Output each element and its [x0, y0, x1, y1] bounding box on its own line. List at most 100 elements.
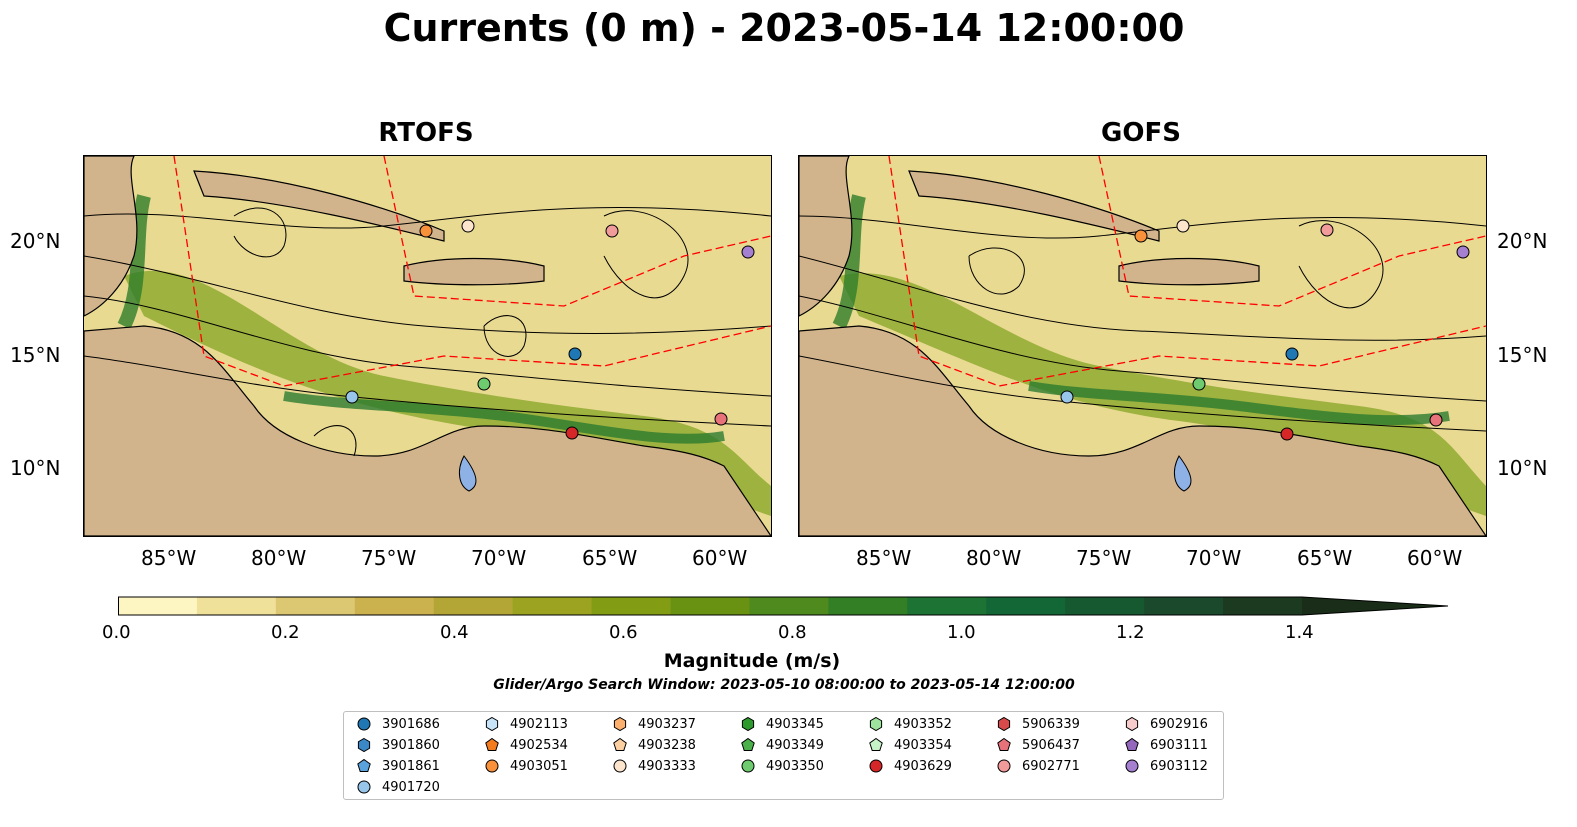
colorbar-tick-0: 0.0: [102, 622, 131, 643]
legend-marker-pentagon-icon: [997, 737, 1011, 751]
colorbar-segment: [828, 597, 908, 615]
legend-marker-pentagon-icon: [1125, 737, 1139, 751]
legend-item: 4903349: [740, 736, 824, 754]
legend-item: 4903051: [484, 757, 568, 775]
legend-item: 5906339: [996, 715, 1080, 733]
colorbar-tick-3: 0.6: [609, 622, 638, 643]
lat-label-20n-right: 20°N: [1497, 229, 1548, 253]
colorbar-extend-arrow: [1302, 597, 1448, 615]
search-window-subtitle: Glider/Argo Search Window: 2023-05-10 08…: [493, 677, 1075, 693]
lon-label-75w-right: 75°W: [1076, 546, 1132, 570]
colorbar-tick-6: 1.2: [1116, 622, 1145, 643]
legend-label: 4903238: [638, 737, 696, 753]
legend-item: 5906437: [996, 736, 1080, 754]
legend-label: 5906437: [1022, 737, 1080, 753]
legend-label: 4903354: [894, 737, 952, 753]
legend-item: 4903354: [868, 736, 952, 754]
legend-item: 6902916: [1124, 715, 1208, 733]
legend-label: 6903112: [1150, 758, 1208, 774]
map-panel-rtofs: [83, 155, 772, 537]
colorbar-segment: [1223, 597, 1303, 615]
legend-label: 4902113: [510, 716, 568, 732]
legend-item: 4903345: [740, 715, 824, 733]
lon-label-60w-left: 60°W: [692, 546, 748, 570]
legend-marker-pentagon-icon: [613, 737, 627, 751]
legend-label: 4903629: [894, 758, 952, 774]
legend-marker-circle-icon: [869, 759, 883, 773]
lon-label-75w-left: 75°W: [361, 546, 417, 570]
lon-label-85w-right: 85°W: [856, 546, 912, 570]
legend-marker-hexagon-icon: [613, 716, 627, 732]
legend-item: 4903333: [612, 757, 696, 775]
colorbar-segment: [591, 597, 672, 615]
legend-marker-pentagon-icon: [485, 737, 499, 751]
panel-title-rtofs: RTOFS: [378, 118, 474, 148]
legend-item: 3901861: [356, 757, 440, 775]
colorbar-segment: [196, 597, 277, 615]
lon-label-60w-right: 60°W: [1407, 546, 1463, 570]
legend-label: 4903333: [638, 758, 696, 774]
lon-label-80w-right: 80°W: [966, 546, 1022, 570]
legend-item: 4903352: [868, 715, 952, 733]
legend-marker-hexagon-icon: [485, 716, 499, 732]
colorbar-segment: [512, 597, 593, 615]
colorbar-segment: [749, 597, 829, 615]
colorbar-segment: [986, 597, 1066, 615]
lat-label-10n-left: 10°N: [10, 456, 61, 480]
legend-label: 4903352: [894, 716, 952, 732]
legend-label: 4903349: [766, 737, 824, 753]
colorbar-segment: [433, 597, 514, 615]
legend-label: 6902771: [1022, 758, 1080, 774]
lon-label-70w-right: 70°W: [1186, 546, 1242, 570]
legend-label: 6902916: [1150, 716, 1208, 732]
colorbar-tick-1: 0.2: [271, 622, 300, 643]
float-legend: 3901686 3901860 3901861 4901720 4902113 49025…: [343, 711, 1224, 800]
lon-label-85w-left: 85°W: [141, 546, 197, 570]
lon-label-65w-left: 65°W: [582, 546, 638, 570]
legend-marker-circle-icon: [613, 759, 627, 773]
legend-label: 4903237: [638, 716, 696, 732]
legend-label: 4903350: [766, 758, 824, 774]
colorbar-tick-7: 1.4: [1285, 622, 1314, 643]
map-panel-gofs: [798, 155, 1487, 537]
legend-item: 4902534: [484, 736, 568, 754]
colorbar-tick-5: 1.0: [947, 622, 976, 643]
colorbar-tick-4: 0.8: [778, 622, 807, 643]
legend-item: 4903350: [740, 757, 824, 775]
colorbar-segment: [1065, 597, 1145, 615]
legend-item: 6903112: [1124, 757, 1208, 775]
legend-marker-hexagon-icon: [1125, 716, 1139, 732]
legend-label: 6903111: [1150, 737, 1208, 753]
panel-title-gofs: GOFS: [1101, 118, 1181, 148]
lon-label-80w-left: 80°W: [251, 546, 307, 570]
colorbar-tick-2: 0.4: [440, 622, 469, 643]
legend-item: 4903629: [868, 757, 952, 775]
legend-item: 6903111: [1124, 736, 1208, 754]
legend-marker-hexagon-icon: [869, 716, 883, 732]
lon-label-65w-right: 65°W: [1297, 546, 1353, 570]
colorbar-segment: [275, 597, 356, 615]
legend-marker-pentagon-icon: [357, 758, 371, 772]
legend-item: 4901720: [356, 778, 440, 796]
legend-item: 4903237: [612, 715, 696, 733]
lon-label-70w-left: 70°W: [471, 546, 527, 570]
legend-item: 4903238: [612, 736, 696, 754]
figure-title: Currents (0 m) - 2023-05-14 12:00:00: [383, 6, 1185, 50]
legend-item: 3901686: [356, 715, 440, 733]
colorbar-title: Magnitude (m/s): [663, 650, 841, 672]
colorbar-segment: [354, 597, 435, 615]
current-field-gofs: [799, 156, 1486, 536]
legend-marker-hexagon-icon: [741, 716, 755, 732]
lat-label-20n-left: 20°N: [10, 229, 61, 253]
legend-marker-hexagon-icon: [357, 737, 371, 753]
colorbar-segment: [670, 597, 750, 615]
current-field-rtofs: [84, 156, 771, 536]
legend-marker-circle-icon: [997, 759, 1011, 773]
legend-marker-circle-icon: [1125, 759, 1139, 773]
legend-item: 3901860: [356, 736, 440, 754]
legend-marker-hexagon-icon: [997, 716, 1011, 732]
legend-marker-circle-icon: [357, 717, 371, 731]
colorbar: [118, 596, 1449, 616]
colorbar-segment: [1144, 597, 1224, 615]
lat-label-15n-left: 15°N: [10, 343, 61, 367]
